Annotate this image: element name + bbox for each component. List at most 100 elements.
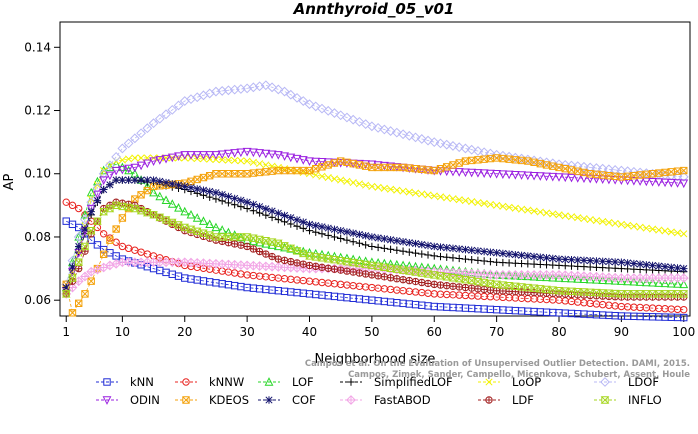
point-cof	[68, 263, 77, 271]
point-odin	[542, 172, 551, 182]
legend-marker-knn	[103, 378, 111, 386]
point-loop	[461, 197, 469, 205]
point-odin	[111, 166, 121, 176]
point-ldf	[268, 252, 276, 261]
point-simplifiedlof	[530, 260, 538, 268]
point-odin	[161, 154, 171, 164]
point-inflo	[93, 217, 102, 225]
point-ldof	[323, 105, 334, 116]
point-ldf	[437, 281, 444, 289]
point-ldf	[268, 253, 276, 260]
point-ldof	[473, 146, 483, 156]
point-ldof	[154, 113, 165, 124]
point-simplifiedlof	[312, 228, 320, 236]
point-odin	[255, 149, 265, 158]
series-inflo	[61, 201, 689, 298]
point-loop	[424, 191, 432, 199]
point-ldof	[410, 132, 421, 143]
point-lof	[635, 277, 645, 286]
point-knn	[93, 241, 102, 249]
point-ldof	[572, 161, 583, 172]
point-cof	[168, 180, 176, 188]
point-ldf	[231, 240, 238, 248]
legend-label-lof: LOF	[292, 375, 314, 389]
point-cof	[280, 211, 289, 220]
point-ldf	[449, 283, 457, 290]
point-ldf	[493, 287, 500, 294]
point-lof	[142, 181, 152, 191]
point-loop	[337, 176, 345, 184]
point-loop	[642, 224, 650, 232]
point-simplifiedlof	[598, 263, 607, 272]
point-simplifiedlof	[411, 249, 420, 257]
watermark-line1: Campos et al. On the Evaluation of Unsup…	[305, 359, 690, 369]
point-odin	[454, 168, 464, 177]
point-ldf	[362, 270, 369, 278]
point-ldf	[499, 287, 507, 295]
point-odin	[230, 149, 240, 158]
x-tick-label: 1	[62, 325, 70, 339]
point-ldof	[398, 129, 408, 140]
point-cof	[62, 283, 70, 292]
legend-marker-ldof	[600, 377, 610, 387]
point-ldof	[416, 134, 427, 144]
point-simplifiedlof	[567, 262, 576, 270]
y-tick-label: 0.12	[24, 104, 51, 118]
point-odin	[510, 170, 520, 180]
point-ldof	[310, 101, 321, 112]
point-odin	[548, 172, 558, 182]
point-simplifiedlof	[212, 195, 220, 203]
point-ldf	[293, 259, 301, 267]
legend-label-knn: kNN	[130, 375, 154, 389]
legend-marker-lof	[264, 377, 274, 386]
point-simplifiedlof	[418, 250, 426, 258]
point-odin	[641, 177, 651, 187]
point-loop	[349, 179, 357, 187]
point-simplifiedlof	[449, 254, 457, 262]
point-ldf	[255, 247, 264, 256]
point-ldf	[399, 276, 407, 283]
point-ldof	[678, 171, 689, 182]
point-ldf	[524, 289, 532, 296]
point-ldof	[161, 109, 171, 120]
point-cof	[243, 198, 251, 206]
point-loop	[330, 175, 339, 183]
legend-label-kdeos: KDEOS	[209, 393, 249, 407]
point-cof	[112, 176, 120, 184]
point-kdeos	[131, 195, 139, 203]
point-simplifiedlof	[274, 215, 283, 224]
x-tick-label: 70	[489, 325, 504, 339]
point-cof	[598, 257, 607, 266]
point-loop	[505, 203, 513, 211]
point-cof	[361, 232, 370, 240]
point-loop	[511, 204, 519, 212]
point-inflo	[86, 226, 96, 235]
point-loop	[567, 213, 576, 221]
point-lof	[199, 216, 208, 225]
point-cof	[623, 259, 632, 267]
point-ldf	[356, 269, 363, 277]
point-cof	[418, 240, 426, 249]
legend-item-knnw: kNNW	[175, 375, 244, 389]
point-simplifiedlof	[555, 261, 563, 270]
legend-marker-ldf	[485, 396, 493, 404]
point-cof	[106, 181, 114, 189]
point-ldf	[480, 286, 488, 293]
point-loop	[224, 156, 232, 164]
point-ldf	[349, 268, 357, 276]
point-ldf	[412, 278, 419, 285]
point-simplifiedlof	[480, 257, 488, 265]
point-kdeos	[206, 171, 214, 180]
point-ldof	[279, 86, 290, 97]
point-odin	[354, 159, 364, 169]
point-ldof	[429, 137, 440, 148]
point-simplifiedlof	[536, 260, 544, 269]
point-simplifiedlof	[580, 262, 588, 271]
point-simplifiedlof	[336, 234, 345, 243]
point-odin	[317, 158, 327, 167]
point-odin	[99, 176, 109, 185]
point-loop	[318, 172, 326, 180]
point-loop	[436, 193, 445, 201]
point-loop	[405, 188, 413, 196]
